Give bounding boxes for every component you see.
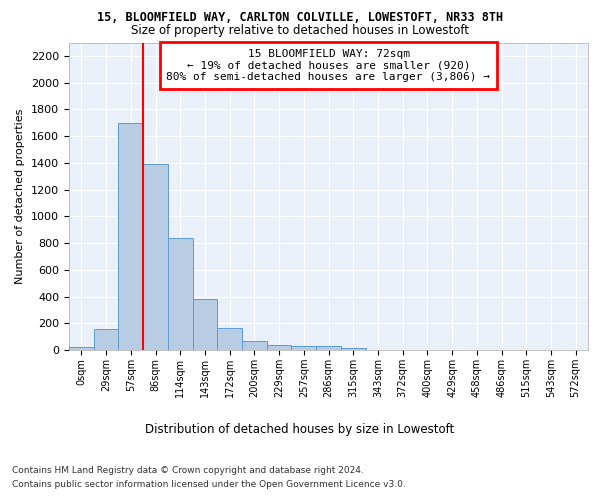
Bar — [217, 328, 242, 350]
Text: Distribution of detached houses by size in Lowestoft: Distribution of detached houses by size … — [145, 422, 455, 436]
Text: Size of property relative to detached houses in Lowestoft: Size of property relative to detached ho… — [131, 24, 469, 37]
Text: Contains HM Land Registry data © Crown copyright and database right 2024.: Contains HM Land Registry data © Crown c… — [12, 466, 364, 475]
Text: 15, BLOOMFIELD WAY, CARLTON COLVILLE, LOWESTOFT, NR33 8TH: 15, BLOOMFIELD WAY, CARLTON COLVILLE, LO… — [97, 11, 503, 24]
Bar — [316, 346, 341, 350]
Text: 15 BLOOMFIELD WAY: 72sqm
← 19% of detached houses are smaller (920)
80% of semi-: 15 BLOOMFIELD WAY: 72sqm ← 19% of detach… — [167, 48, 491, 82]
Bar — [94, 330, 118, 350]
Bar — [168, 238, 193, 350]
Bar — [267, 345, 292, 350]
Bar — [292, 346, 316, 350]
Bar — [118, 122, 143, 350]
Bar — [193, 298, 217, 350]
Bar — [143, 164, 168, 350]
Y-axis label: Number of detached properties: Number of detached properties — [16, 108, 25, 284]
Bar — [341, 348, 365, 350]
Text: Contains public sector information licensed under the Open Government Licence v3: Contains public sector information licen… — [12, 480, 406, 489]
Bar — [69, 348, 94, 350]
Bar — [242, 342, 267, 350]
